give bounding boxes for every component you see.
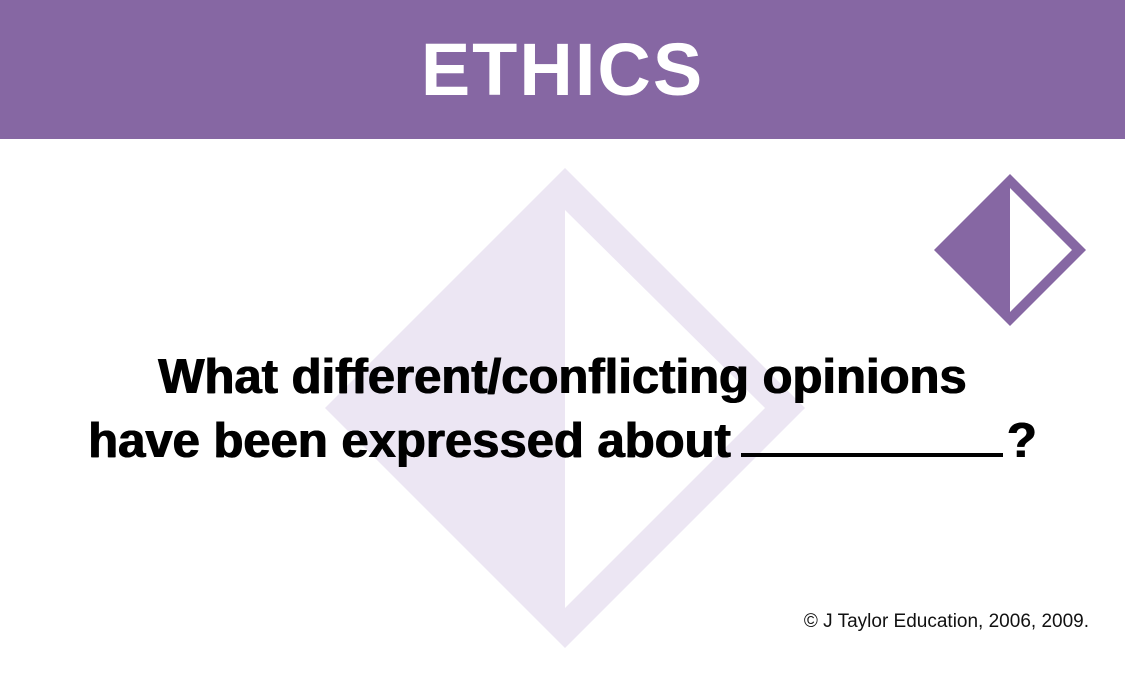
half-filled-diamond-icon — [934, 174, 1086, 326]
question-line-1: What different/conflicting opinions — [158, 350, 967, 404]
copyright-notice: © J Taylor Education, 2006, 2009. — [803, 611, 1089, 632]
question-text: What different/conflicting opinions have… — [0, 345, 1125, 473]
header-banner: ETHICS — [0, 0, 1125, 139]
question-line-2: have been expressed about? — [0, 409, 1125, 473]
question-mark: ? — [1006, 414, 1037, 468]
fill-in-blank — [740, 413, 1003, 457]
card-title: ETHICS — [420, 27, 705, 111]
question-line-2-text: have been expressed about — [88, 414, 731, 468]
